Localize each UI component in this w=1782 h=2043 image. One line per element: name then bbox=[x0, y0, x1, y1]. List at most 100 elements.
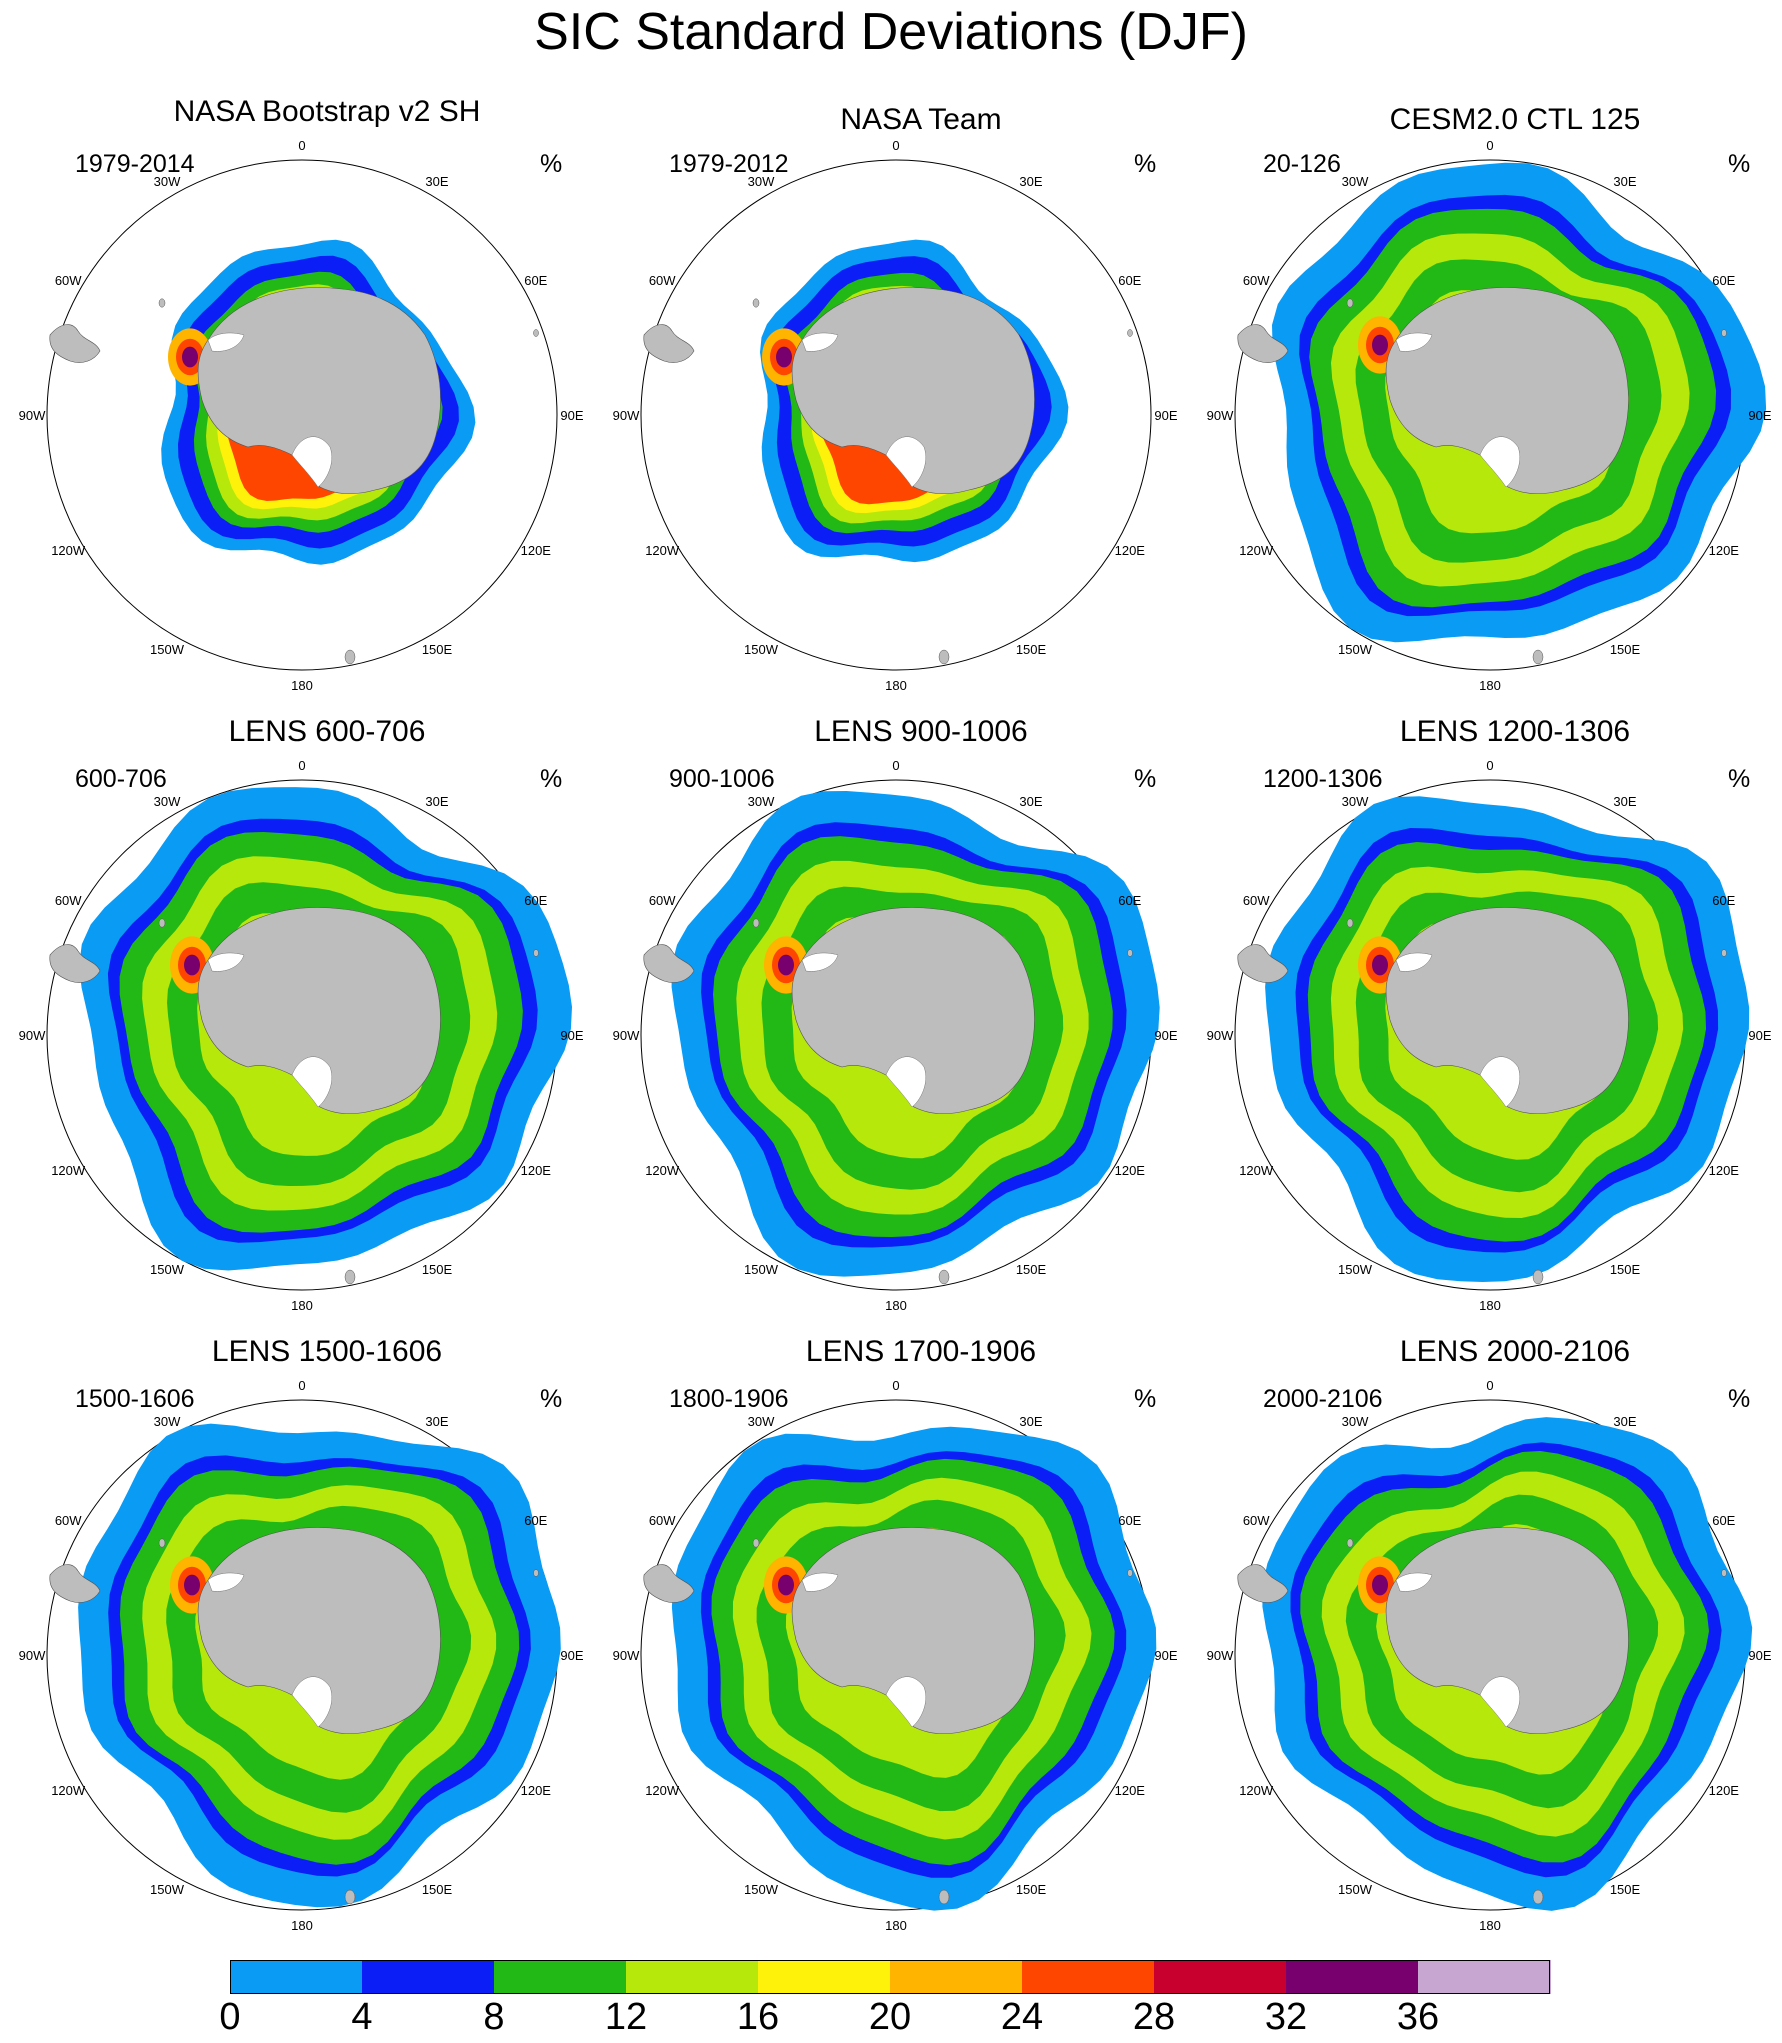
longitude-label: 150E bbox=[1016, 1882, 1047, 1897]
weddell-hotspot bbox=[1372, 1574, 1388, 1596]
longitude-label: 90W bbox=[613, 408, 640, 423]
island bbox=[752, 298, 760, 308]
polar-map: 0 30E 60E 90E 120E 150E 180 150W 120W 90W 60W 30W bbox=[613, 758, 1178, 1313]
weddell-hotspot bbox=[182, 346, 198, 368]
longitude-label: 30W bbox=[154, 1414, 181, 1429]
colorbar-tick-label: 32 bbox=[1264, 1996, 1308, 2038]
panel-title: CESM2.0 CTL 125 bbox=[1389, 103, 1641, 136]
longitude-label: 150W bbox=[744, 1262, 779, 1277]
longitude-label: 120E bbox=[521, 1163, 552, 1178]
colorbar-cell bbox=[758, 1960, 891, 1994]
weddell-ice-shelf bbox=[1395, 332, 1433, 352]
longitude-label: 90W bbox=[1207, 1028, 1234, 1043]
longitude-label: 90E bbox=[1154, 1648, 1177, 1663]
longitude-label: 180 bbox=[1479, 1918, 1501, 1933]
antarctica-landmass bbox=[1385, 1527, 1629, 1735]
map-panel-2: NASA Team 1979-2012% 0 30E 60E 90E 120E 150E 180… bbox=[613, 95, 1218, 715]
longitude-label: 60W bbox=[649, 273, 676, 288]
colorbar-tick-label: 8 bbox=[483, 1996, 505, 2038]
longitude-label: 120E bbox=[1115, 1783, 1146, 1798]
longitude-label: 60E bbox=[1712, 1513, 1735, 1528]
longitude-label: 120E bbox=[1115, 543, 1146, 558]
longitude-label: 0 bbox=[892, 758, 899, 773]
longitude-label: 90W bbox=[613, 1028, 640, 1043]
longitude-label: 180 bbox=[885, 1298, 907, 1313]
polar-map: 0 30E 60E 90E 120E 150E 180 150W 120W 90W 60W 30W bbox=[19, 138, 584, 693]
panel-unit: % bbox=[540, 1385, 563, 1413]
longitude-label: 0 bbox=[298, 138, 305, 153]
longitude-label: 150W bbox=[1338, 1262, 1373, 1277]
south-america-tip bbox=[49, 324, 101, 363]
longitude-label: 150E bbox=[1016, 1262, 1047, 1277]
island bbox=[752, 918, 760, 928]
longitude-label: 150E bbox=[1610, 642, 1641, 657]
island bbox=[1721, 949, 1727, 957]
panel-period: 1979-2014 bbox=[75, 150, 195, 178]
longitude-label: 30E bbox=[1613, 794, 1636, 809]
colorbar: 0 4 8 12 16 20 24 28 32 36 bbox=[219, 1960, 1551, 2040]
south-america-tip bbox=[643, 324, 695, 363]
longitude-label: 150W bbox=[150, 642, 185, 657]
longitude-label: 0 bbox=[1486, 1378, 1493, 1393]
chart-title: SIC Standard Deviations (DJF) bbox=[534, 3, 1248, 61]
longitude-label: 180 bbox=[1479, 678, 1501, 693]
panel-unit: % bbox=[1134, 765, 1157, 793]
longitude-label: 150W bbox=[744, 1882, 779, 1897]
longitude-label: 60W bbox=[1243, 893, 1270, 908]
map-panel-1: NASA Bootstrap v2 SH 1979-2014% 0 30E 60E 90E… bbox=[19, 95, 624, 715]
map-panel-4: LENS 600-706 600-706% 0 30E 60E 90E 120E 150E 18… bbox=[19, 715, 624, 1335]
panel-title: LENS 900-1006 bbox=[814, 715, 1028, 748]
longitude-label: 90W bbox=[19, 408, 46, 423]
panel-period: 20-126 bbox=[1263, 150, 1341, 178]
colorbar-cell bbox=[362, 1960, 495, 1994]
panel-unit: % bbox=[540, 150, 563, 178]
colorbar-cell bbox=[1022, 1960, 1155, 1994]
panel-unit: % bbox=[1728, 1385, 1751, 1413]
weddell-hotspot bbox=[184, 954, 200, 976]
longitude-label: 180 bbox=[1479, 1298, 1501, 1313]
longitude-label: 180 bbox=[885, 678, 907, 693]
map-panel-5: LENS 900-1006 900-1006% 0 30E 60E 90E 120E 150E… bbox=[613, 715, 1218, 1335]
longitude-label: 0 bbox=[298, 1378, 305, 1393]
weddell-hotspot bbox=[778, 954, 794, 976]
longitude-label: 120W bbox=[51, 1783, 86, 1798]
longitude-label: 60E bbox=[524, 273, 547, 288]
colorbar-tick-label: 20 bbox=[868, 1996, 912, 2038]
polar-map: 0 30E 60E 90E 120E 150E 180 150W 120W 90W 60W 30W bbox=[1207, 758, 1772, 1313]
longitude-label: 120W bbox=[51, 1163, 86, 1178]
longitude-label: 60E bbox=[524, 893, 547, 908]
polar-map: 0 30E 60E 90E 120E 150E 180 150W 120W 90W 60W 30W bbox=[1207, 1378, 1772, 1933]
ross-ice-shelf bbox=[1479, 436, 1521, 488]
polar-map: 0 30E 60E 90E 120E 150E 180 150W 120W 90W 60W 30W bbox=[19, 1378, 584, 1933]
longitude-label: 30E bbox=[425, 174, 448, 189]
longitude-label: 120W bbox=[1239, 543, 1274, 558]
polar-map: 0 30E 60E 90E 120E 150E 180 150W 120W 90W 60W 30W bbox=[1207, 138, 1772, 693]
antarctica-landmass bbox=[197, 287, 441, 495]
longitude-label: 30W bbox=[1342, 794, 1369, 809]
island bbox=[1532, 649, 1544, 665]
map-panel-7: LENS 1500-1606 1500-1606% 0 30E 60E 90E 120E 15… bbox=[19, 1335, 624, 1955]
south-america-tip bbox=[643, 944, 695, 983]
longitude-label: 180 bbox=[291, 1918, 313, 1933]
longitude-label: 30E bbox=[1613, 174, 1636, 189]
ross-ice-shelf bbox=[291, 1676, 333, 1728]
ross-ice-shelf bbox=[885, 1056, 927, 1108]
island bbox=[938, 1889, 950, 1905]
antarctica-landmass bbox=[791, 287, 1035, 495]
longitude-label: 120W bbox=[645, 1163, 680, 1178]
panel-unit: % bbox=[1728, 150, 1751, 178]
longitude-label: 150W bbox=[1338, 1882, 1373, 1897]
longitude-label: 90E bbox=[1748, 1028, 1771, 1043]
island bbox=[158, 1538, 166, 1548]
colorbar-tick-label: 36 bbox=[1396, 1996, 1440, 2038]
colorbar-tick-label: 12 bbox=[604, 1996, 648, 2038]
ross-ice-shelf bbox=[885, 1676, 927, 1728]
map-panel-8: LENS 1700-1906 1800-1906% 0 30E 60E 90E 120E 15… bbox=[613, 1335, 1218, 1955]
longitude-label: 90E bbox=[1748, 408, 1771, 423]
panel-unit: % bbox=[1134, 1385, 1157, 1413]
panel-title: LENS 1200-1306 bbox=[1399, 715, 1631, 748]
longitude-label: 0 bbox=[892, 1378, 899, 1393]
longitude-label: 150W bbox=[150, 1882, 185, 1897]
weddell-ice-shelf bbox=[207, 952, 245, 972]
island bbox=[1127, 329, 1133, 337]
